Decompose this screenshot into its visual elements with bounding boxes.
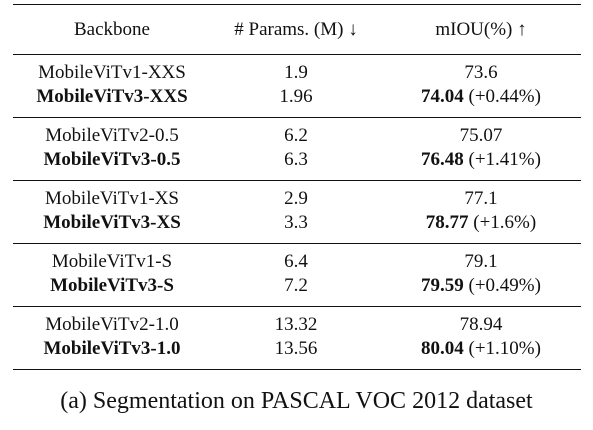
table-row: MobileViTv3-XS 3.3 78.77 (+1.6%) [13, 211, 581, 235]
cell-miou: 77.1 [381, 188, 581, 210]
cell-backbone: MobileViTv3-S [50, 275, 174, 296]
cell-miou: 78.77 (+1.6%) [381, 212, 581, 234]
miou-delta: (+1.6%) [468, 212, 537, 233]
cell-backbone: MobileViTv2-1.0 [45, 314, 179, 335]
cell-backbone: MobileViTv3-1.0 [43, 338, 181, 359]
cell-params: 13.32 [274, 314, 318, 335]
cell-miou: 76.48 (+1.41%) [381, 149, 581, 171]
table-row: MobileViTv3-1.0 13.56 80.04 (+1.10%) [13, 337, 581, 361]
miou-delta: (+1.10%) [463, 338, 541, 359]
group-rule [13, 306, 581, 307]
cell-params: 6.3 [284, 149, 308, 170]
miou-value: 77.1 [464, 188, 498, 209]
cell-backbone: MobileViTv1-XS [45, 188, 179, 209]
table-caption: (a) Segmentation on PASCAL VOC 2012 data… [60, 388, 533, 414]
top-rule [13, 4, 581, 5]
table-row: MobileViTv2-1.0 13.32 78.94 [13, 313, 581, 337]
group-rule [13, 54, 581, 55]
cell-backbone: MobileViTv3-0.5 [43, 149, 181, 170]
cell-backbone: MobileViTv1-S [51, 251, 173, 272]
miou-value: 74.04 [421, 86, 464, 107]
table-group: MobileViTv1-XXS 1.9 73.6 MobileViTv3-XXS 1.9… [13, 55, 581, 117]
cell-params: 6.2 [284, 125, 308, 146]
cell-params: 3.3 [284, 212, 308, 233]
table-group: MobileViTv2-1.0 13.32 78.94 MobileViTv3-1.0… [13, 307, 581, 369]
table-body: MobileViTv1-XXS 1.9 73.6 MobileViTv3-XXS 1.9… [13, 54, 581, 370]
table-row: MobileViTv1-XS 2.9 77.1 [13, 187, 581, 211]
cell-params: 13.56 [274, 338, 318, 359]
cell-params: 1.96 [279, 86, 313, 107]
miou-value: 78.94 [459, 314, 503, 335]
miou-value: 76.48 [421, 149, 464, 170]
cell-params: 6.4 [284, 251, 308, 272]
cell-backbone: MobileViTv1-XXS [38, 62, 186, 83]
table-row: MobileViTv3-XXS 1.96 74.04 (+0.44%) [13, 85, 581, 109]
table-header: Backbone # Params. (M) ↓ mIOU(%) ↑ [13, 5, 581, 54]
group-rule [13, 180, 581, 181]
cell-miou: 73.6 [381, 62, 581, 84]
cell-miou: 78.94 [381, 314, 581, 336]
table-row: MobileViTv3-0.5 6.3 76.48 (+1.41%) [13, 148, 581, 172]
cell-backbone: MobileViTv2-0.5 [45, 125, 179, 146]
miou-value: 78.77 [425, 212, 469, 233]
miou-value: 75.07 [459, 125, 503, 146]
cell-miou: 74.04 (+0.44%) [381, 86, 581, 108]
table-group: MobileViTv1-XS 2.9 77.1 MobileViTv3-XS 3.3 78… [13, 181, 581, 243]
miou-delta: (+0.44%) [463, 86, 541, 107]
cell-params: 7.2 [284, 275, 308, 296]
table-row: MobileViTv1-XXS 1.9 73.6 [13, 61, 581, 85]
cell-params: 2.9 [284, 188, 308, 209]
cell-miou: 79.1 [381, 251, 581, 273]
cell-params: 1.9 [284, 62, 308, 83]
table-group: MobileViTv2-0.5 6.2 75.07 MobileViTv3-0.5 6.… [13, 118, 581, 180]
header-miou: mIOU(%) ↑ [435, 18, 527, 40]
bottom-rule [13, 369, 581, 370]
header-backbone: Backbone [74, 18, 150, 40]
header-params: # Params. (M) ↓ [234, 18, 358, 40]
miou-value: 73.6 [464, 62, 498, 83]
miou-value: 80.04 [421, 338, 464, 359]
results-table: Backbone # Params. (M) ↓ mIOU(%) ↑ Mobil… [13, 4, 581, 370]
cell-miou: 75.07 [381, 125, 581, 147]
group-rule [13, 117, 581, 118]
miou-value: 79.59 [421, 275, 464, 296]
table-row: MobileViTv2-0.5 6.2 75.07 [13, 124, 581, 148]
table-group: MobileViTv1-S 6.4 79.1 MobileViTv3-S 7.2 79.5… [13, 244, 581, 306]
miou-value: 79.1 [464, 251, 498, 272]
cell-miou: 79.59 (+0.49%) [381, 275, 581, 297]
cell-backbone: MobileViTv3-XS [43, 212, 181, 233]
cell-miou: 80.04 (+1.10%) [381, 338, 581, 360]
table-row: MobileViTv1-S 6.4 79.1 [13, 250, 581, 274]
miou-delta: (+0.49%) [463, 275, 541, 296]
miou-delta: (+1.41%) [463, 149, 541, 170]
table-row: MobileViTv3-S 7.2 79.59 (+0.49%) [13, 274, 581, 298]
group-rule [13, 243, 581, 244]
cell-backbone: MobileViTv3-XXS [36, 86, 188, 107]
